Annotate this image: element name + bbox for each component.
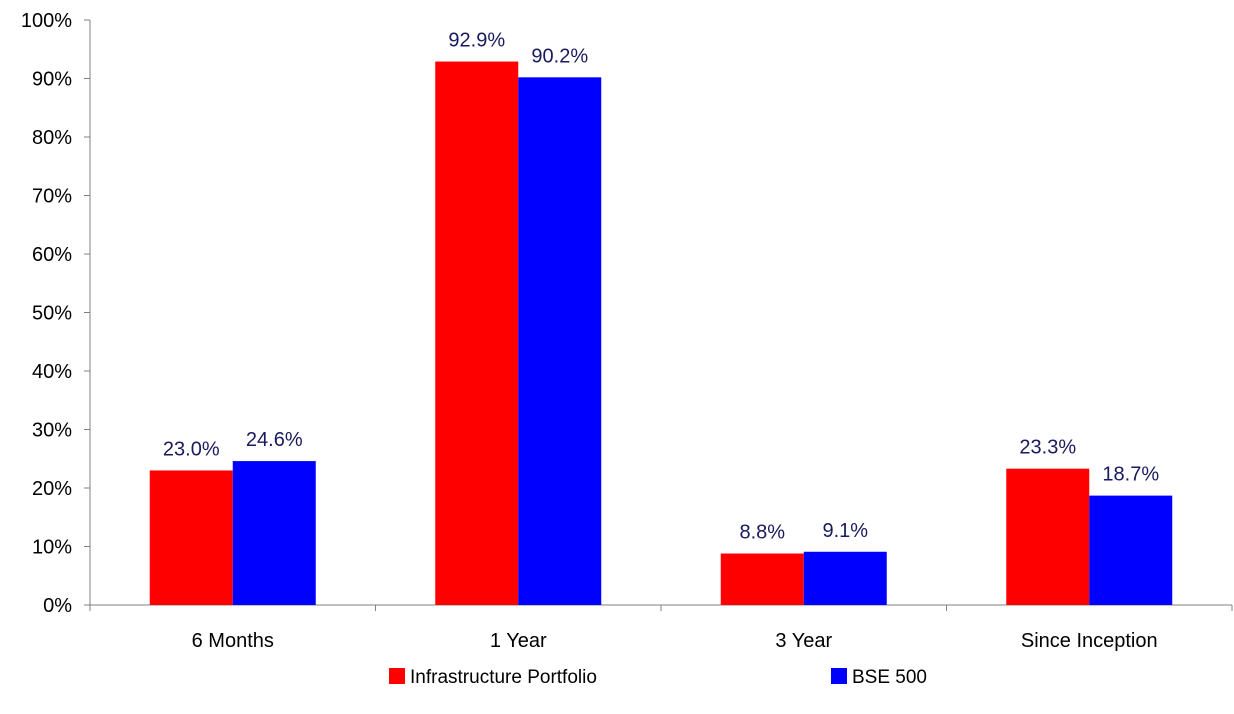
axes: 0% 10% 20% 30% 40% 50% 60% 70% 80% 90% 100% 6 Month… [21,10,1233,652]
bar [720,553,804,605]
bar [232,461,316,605]
data-label: 23.3% [1019,437,1076,459]
y-tick-label: 80% [32,127,72,149]
data-label: 8.8% [739,522,785,544]
y-tick-label: 10% [32,537,72,559]
x-tick-label: 6 Months [192,630,274,652]
bar [1006,468,1090,605]
bars [149,61,1173,606]
y-tick-label: 40% [32,361,72,383]
bar [1089,495,1173,605]
y-tick-label: 70% [32,186,72,208]
legend: Infrastructure Portfolio BSE 500 [389,667,927,688]
data-labels: 23.0% 24.6% 92.9% 90.2% 8.8% 9.1% 23.3% 18.7% [163,30,1159,544]
y-tick-label: 20% [32,478,72,500]
bar [435,61,519,606]
legend-label: BSE 500 [852,667,927,688]
y-tick-label: 50% [32,303,72,325]
bar [803,551,887,605]
x-tick-label: 3 Year [775,630,832,652]
y-tick-label: 100% [21,10,72,32]
data-label: 24.6% [246,429,303,451]
y-tick-label: 0% [43,595,72,617]
bar [518,77,602,605]
legend-swatch [831,668,847,684]
legend-label: Infrastructure Portfolio [410,667,597,688]
data-label: 90.2% [531,45,588,67]
x-tick-label: Since Inception [1021,630,1158,652]
x-tick-label: 1 Year [490,630,547,652]
y-tick-label: 30% [32,420,72,442]
data-label: 18.7% [1102,464,1159,486]
y-tick-label: 90% [32,69,72,91]
legend-swatch [389,668,405,684]
data-label: 23.0% [163,438,220,460]
bar [149,470,233,605]
data-label: 92.9% [448,30,505,52]
y-tick-label: 60% [32,244,72,266]
data-label: 9.1% [822,520,868,542]
